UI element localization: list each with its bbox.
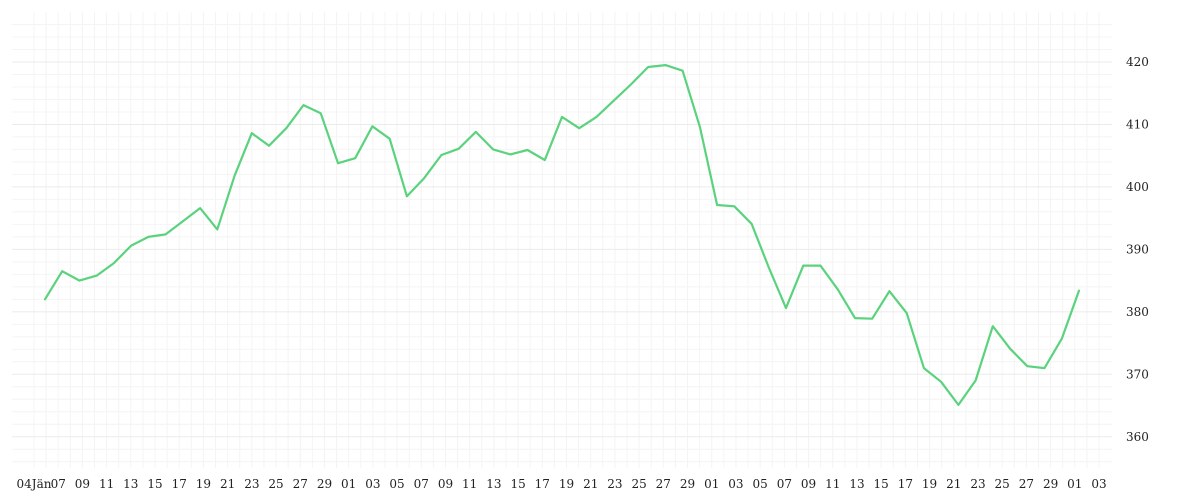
minor-gridlines <box>12 12 1112 468</box>
y-tick-label: 380 <box>1126 305 1149 319</box>
x-tick-label: 13 <box>486 477 501 491</box>
x-tick-label: 19 <box>196 477 211 491</box>
x-tick-label: 09 <box>801 477 816 491</box>
y-tick-label: 400 <box>1126 180 1149 194</box>
y-tick-label: 360 <box>1126 430 1149 444</box>
x-tick-label: 27 <box>656 477 671 491</box>
x-tick-label: 09 <box>438 477 453 491</box>
x-tick-label: 19 <box>559 477 574 491</box>
x-tick-label: 27 <box>293 477 308 491</box>
x-tick-label: 15 <box>510 477 525 491</box>
x-tick-label: 25 <box>995 477 1010 491</box>
x-tick-label: 15 <box>874 477 889 491</box>
x-tick-label: 17 <box>535 477 550 491</box>
x-tick-label: 11 <box>825 477 840 491</box>
series-line <box>43 63 1081 406</box>
x-tick-label: 07 <box>51 477 66 491</box>
x-tick-label: 21 <box>946 477 961 491</box>
x-tick-label: 13 <box>849 477 864 491</box>
x-tick-label: 01 <box>704 477 719 491</box>
x-tick-label: 23 <box>244 477 259 491</box>
x-tick-label: 03 <box>365 477 380 491</box>
x-tick-label: 25 <box>631 477 646 491</box>
x-tick-label: 29 <box>680 477 695 491</box>
series-group <box>43 63 1081 406</box>
y-axis: 360 370 380 390 400 410 420 <box>1126 55 1149 444</box>
x-tick-label: 27 <box>1019 477 1034 491</box>
x-tick-label: 05 <box>389 477 404 491</box>
x-axis: 04Jän 07 09 11 13 15 17 19 21 23 25 27 29 01 03 05 07 09 1… <box>17 477 1107 491</box>
x-tick-label: 19 <box>922 477 937 491</box>
x-tick-label: 29 <box>1043 477 1058 491</box>
y-tick-label: 370 <box>1126 367 1149 381</box>
x-tick-label: 03 <box>728 477 743 491</box>
x-tick-label: 29 <box>317 477 332 491</box>
x-tick-label: 07 <box>414 477 429 491</box>
x-tick-label: 01 <box>1067 477 1082 491</box>
y-tick-label: 390 <box>1126 242 1149 256</box>
x-tick-label: 03 <box>1091 477 1106 491</box>
x-tick-label: 23 <box>970 477 985 491</box>
y-tick-label: 410 <box>1126 117 1149 131</box>
x-tick-label: 01 <box>341 477 356 491</box>
y-tick-label: 420 <box>1126 55 1149 69</box>
x-tick-label: 17 <box>898 477 913 491</box>
x-tick-label: 05 <box>752 477 767 491</box>
x-tick-label: 25 <box>268 477 283 491</box>
x-tick-label: 17 <box>172 477 187 491</box>
x-tick-label: 11 <box>462 477 477 491</box>
x-tick-label: 21 <box>220 477 235 491</box>
x-tick-label: 23 <box>607 477 622 491</box>
x-tick-label: 15 <box>147 477 162 491</box>
x-tick-label: 11 <box>99 477 114 491</box>
x-tick-label: 09 <box>75 477 90 491</box>
x-tick-label: 04Jän <box>17 477 52 491</box>
x-tick-label: 13 <box>123 477 138 491</box>
x-tick-label: 07 <box>777 477 792 491</box>
major-gridlines <box>12 61 1112 438</box>
x-tick-label: 21 <box>583 477 598 491</box>
